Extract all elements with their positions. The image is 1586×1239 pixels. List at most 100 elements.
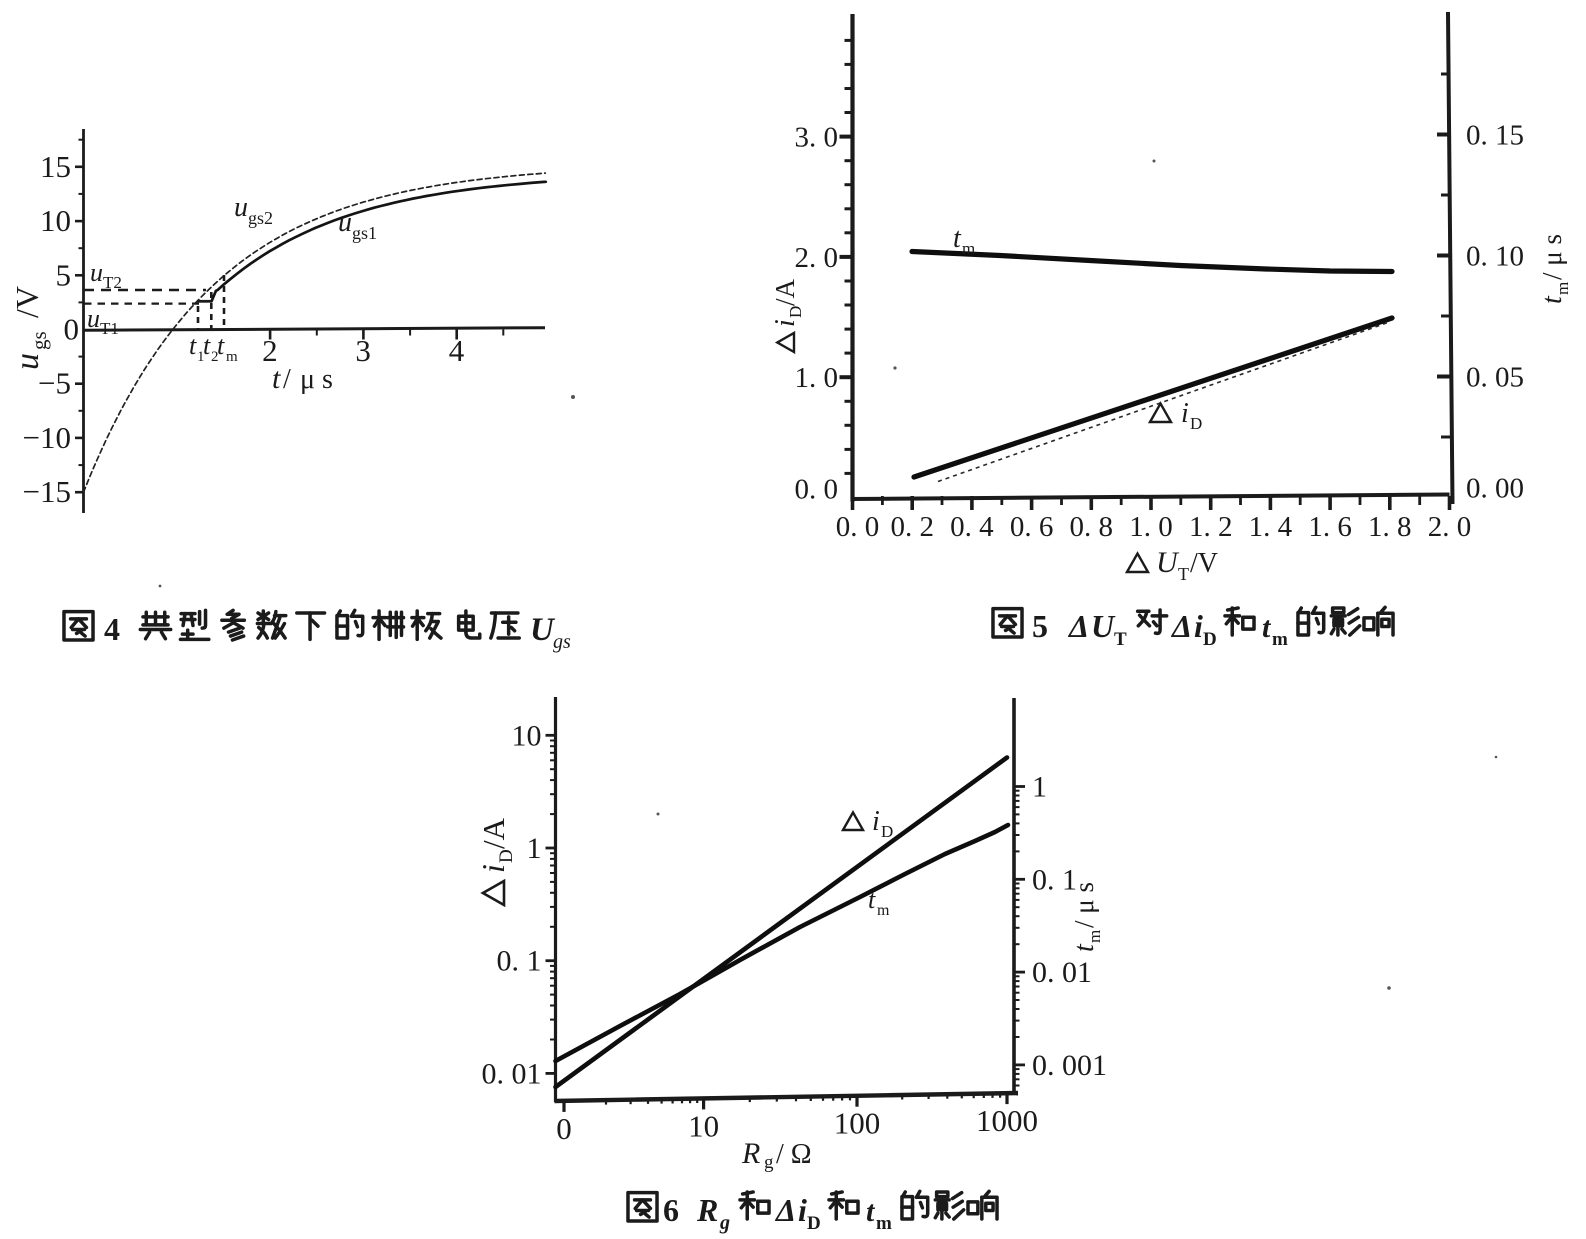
svg-text:0. 05: 0. 05: [1466, 362, 1524, 394]
svg-text:t: t: [868, 885, 876, 914]
svg-text:1. 6: 1. 6: [1308, 511, 1352, 543]
svg-text:0. 001: 0. 001: [1032, 1049, 1107, 1082]
svg-text:D: D: [786, 306, 805, 318]
svg-text:1: 1: [527, 832, 542, 865]
svg-text:t: t: [1069, 943, 1100, 952]
svg-text:1000: 1000: [976, 1103, 1038, 1138]
svg-text:4: 4: [449, 333, 465, 368]
svg-text:10: 10: [688, 1108, 719, 1143]
svg-text:T: T: [1178, 564, 1189, 584]
svg-text:0. 0: 0. 0: [795, 474, 839, 506]
svg-text:2. 0: 2. 0: [1428, 511, 1472, 543]
svg-text:2: 2: [262, 333, 278, 368]
svg-text:U: U: [530, 612, 556, 648]
svg-text:m: m: [1272, 629, 1288, 650]
svg-text:m: m: [1085, 930, 1104, 943]
svg-text:0. 10: 0. 10: [1466, 241, 1524, 273]
svg-text:μ s: μ s: [300, 364, 333, 395]
svg-text:D: D: [1190, 414, 1202, 433]
svg-text:/ μ s: / μ s: [1537, 234, 1567, 280]
svg-text:m: m: [1553, 282, 1572, 295]
svg-text:0: 0: [556, 1111, 572, 1146]
svg-text:R: R: [741, 1137, 760, 1170]
svg-text:U: U: [1156, 546, 1180, 579]
svg-text:0. 0: 0. 0: [836, 511, 880, 543]
svg-text:2. 0: 2. 0: [795, 242, 839, 274]
svg-text:0: 0: [64, 312, 80, 347]
svg-text:i: i: [475, 864, 511, 873]
svg-text:U: U: [1091, 608, 1116, 644]
svg-text:/V: /V: [1190, 548, 1218, 579]
svg-text:0. 00: 0. 00: [1466, 473, 1524, 505]
svg-text:u: u: [87, 304, 100, 333]
svg-text:i: i: [770, 319, 801, 327]
svg-text:/A: /A: [770, 278, 800, 306]
svg-text:i: i: [1194, 608, 1203, 644]
svg-text:0. 15: 0. 15: [1466, 120, 1524, 152]
svg-text:t: t: [1537, 295, 1568, 304]
svg-text:u: u: [9, 353, 46, 370]
svg-text:/: /: [283, 364, 291, 395]
svg-text:0. 1: 0. 1: [497, 945, 542, 978]
svg-text:t: t: [203, 331, 211, 360]
svg-text:1. 8: 1. 8: [1368, 511, 1412, 543]
svg-text:Δ: Δ: [1067, 608, 1089, 644]
svg-text:u: u: [90, 258, 103, 287]
svg-text:0. 01: 0. 01: [482, 1057, 542, 1090]
svg-text:i: i: [1181, 398, 1189, 429]
svg-text:5: 5: [56, 257, 72, 292]
svg-text:1. 2: 1. 2: [1189, 511, 1233, 543]
svg-text:−5: −5: [38, 366, 71, 401]
svg-text:/A: /A: [476, 817, 511, 849]
svg-text:5: 5: [1032, 608, 1048, 644]
svg-text:4: 4: [104, 611, 120, 647]
svg-text:0. 1: 0. 1: [1032, 863, 1077, 896]
svg-text:10: 10: [40, 203, 71, 238]
svg-text:t: t: [953, 223, 962, 254]
svg-text:gs2: gs2: [248, 208, 273, 228]
svg-text:t: t: [217, 331, 225, 360]
svg-text:m: m: [877, 902, 890, 919]
svg-text:i: i: [872, 806, 880, 837]
svg-text:gs1: gs1: [352, 223, 377, 243]
svg-text:m: m: [876, 1213, 892, 1234]
svg-text:6: 6: [663, 1192, 679, 1228]
svg-text:T1: T1: [100, 319, 119, 338]
svg-text:D: D: [1203, 629, 1217, 650]
svg-text:0. 8: 0. 8: [1070, 511, 1114, 543]
svg-text:i: i: [798, 1192, 807, 1228]
svg-text:D: D: [496, 849, 517, 863]
svg-text:/ μ s: / μ s: [1069, 882, 1099, 928]
svg-text:t: t: [189, 331, 197, 360]
svg-text:R: R: [696, 1192, 718, 1228]
svg-text:t: t: [272, 362, 281, 395]
svg-text:/ Ω: / Ω: [776, 1139, 812, 1170]
svg-text:1. 0: 1. 0: [1129, 511, 1173, 543]
svg-text:1: 1: [1032, 771, 1047, 804]
svg-text:15: 15: [40, 149, 71, 184]
svg-text:3: 3: [355, 333, 371, 368]
svg-text:−10: −10: [23, 420, 71, 455]
svg-text:Δ: Δ: [1170, 608, 1192, 644]
svg-text:1. 0: 1. 0: [795, 362, 839, 394]
svg-text:gs: gs: [27, 331, 51, 350]
svg-text:T: T: [1114, 629, 1127, 650]
svg-text:T2: T2: [103, 273, 122, 292]
svg-text:u: u: [234, 192, 248, 223]
svg-text:0. 2: 0. 2: [890, 511, 934, 543]
svg-text:u: u: [338, 207, 352, 238]
svg-text:D: D: [807, 1213, 821, 1234]
svg-text:/V: /V: [9, 286, 45, 318]
svg-text:m: m: [962, 239, 975, 258]
svg-text:D: D: [881, 822, 893, 841]
svg-text:g: g: [719, 1212, 730, 1234]
svg-text:1: 1: [197, 349, 205, 365]
svg-text:3. 0: 3. 0: [795, 122, 839, 154]
svg-text:10: 10: [512, 719, 542, 752]
svg-text:0. 01: 0. 01: [1032, 956, 1092, 989]
svg-text:Δ: Δ: [774, 1192, 796, 1228]
svg-text:m: m: [226, 349, 238, 365]
svg-text:0. 4: 0. 4: [950, 511, 994, 543]
svg-text:gs: gs: [553, 631, 571, 653]
svg-text:t: t: [866, 1195, 876, 1228]
